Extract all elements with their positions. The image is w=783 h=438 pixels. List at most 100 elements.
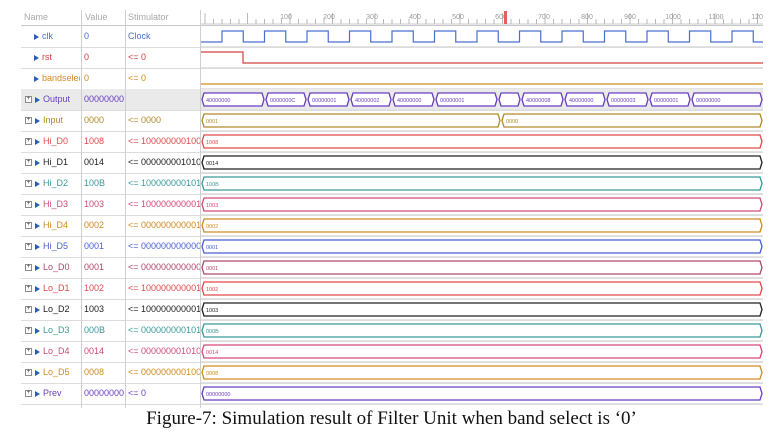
signal-name[interactable]: clk <box>34 26 80 47</box>
signal-row[interactable]: + Hi_D0 1008 <= 1000000001000 <box>21 131 763 153</box>
column-divider[interactable] <box>200 10 201 408</box>
bus-segment <box>201 92 265 107</box>
bus-value-label: 0000000C <box>270 98 295 104</box>
column-divider[interactable] <box>81 10 82 408</box>
column-stimulator-header[interactable]: Stimulator <box>128 12 169 22</box>
signal-name[interactable]: Hi_D0 <box>35 131 81 152</box>
signal-stimulator[interactable]: <= 0000000001011 <box>128 325 200 335</box>
expand-toggle-icon[interactable]: + <box>25 285 32 292</box>
bus-value-label: 00000003 <box>611 98 635 104</box>
signal-row[interactable]: + Lo_D1 1002 <= 1000000000010 <box>21 278 763 300</box>
signal-stimulator[interactable]: <= 0000000010100 <box>128 157 200 167</box>
signal-name-label: Hi_D2 <box>43 178 69 188</box>
column-divider[interactable] <box>125 10 126 408</box>
expand-toggle-icon[interactable]: + <box>25 159 32 166</box>
signal-row[interactable]: + Prev 00000000 <= 0 <box>21 383 763 405</box>
signal-row[interactable]: + Lo_D0 0001 <= 0000000000001 <box>21 257 763 279</box>
bus-value-label: 0000 <box>506 119 518 125</box>
signal-name[interactable]: Lo_D1 <box>35 278 81 299</box>
bus-segment <box>201 176 763 191</box>
signal-stimulator[interactable]: <= 1000000000011 <box>128 304 200 314</box>
signal-row[interactable]: + Lo_D2 1003 <= 1000000000011 <box>21 299 763 321</box>
signal-name[interactable]: Hi_D1 <box>35 152 81 173</box>
signal-name[interactable]: Hi_D5 <box>35 236 81 257</box>
signal-icon <box>35 117 40 124</box>
signal-name[interactable]: Hi_D3 <box>35 194 81 215</box>
signal-name-label: Input <box>43 115 64 125</box>
signal-row[interactable]: rst 0 <= 0 <box>21 47 763 69</box>
signal-name[interactable]: Lo_D4 <box>35 341 81 362</box>
signal-icon <box>35 138 40 145</box>
ruler-tick-label: 300 <box>366 14 378 21</box>
signal-stimulator[interactable]: <= 0000000000001 <box>128 262 200 272</box>
signal-stimulator[interactable]: Clock <box>128 31 151 41</box>
signal-row[interactable]: + Lo_D5 0008 <= 0000000001000 <box>21 362 763 384</box>
signal-row[interactable]: + Hi_D1 0014 <= 0000000010100 <box>21 152 763 174</box>
waveform-panel[interactable]: 40000000 0000000C 00000001 40000002 40000000… <box>201 26 763 408</box>
expand-toggle-icon[interactable]: + <box>25 117 32 124</box>
signal-name[interactable]: Prev <box>35 383 81 404</box>
signal-stimulator[interactable]: <= 1000000001000 <box>128 136 200 146</box>
signal-row[interactable]: + Hi_D2 100B <= 1000000001011 <box>21 173 763 195</box>
signal-icon <box>35 243 40 250</box>
time-cursor-marker <box>504 11 507 24</box>
bus-segment <box>392 92 435 107</box>
signal-stimulator[interactable]: <= 1000000000011 <box>128 199 200 209</box>
ruler-tick-label: 700 <box>538 14 550 21</box>
expand-toggle-icon[interactable]: + <box>25 369 32 376</box>
signal-stimulator[interactable]: <= 0 <box>128 52 147 62</box>
expand-toggle-icon[interactable]: + <box>25 243 32 250</box>
bus-segment <box>201 281 763 296</box>
expand-toggle-icon[interactable]: + <box>25 390 32 397</box>
expand-toggle-icon[interactable]: + <box>25 306 32 313</box>
expand-toggle-icon[interactable]: + <box>25 222 32 229</box>
expand-toggle-icon[interactable]: + <box>25 348 32 355</box>
signal-name[interactable]: Hi_D4 <box>35 215 81 236</box>
signal-name[interactable]: Lo_D3 <box>35 320 81 341</box>
signal-stimulator[interactable]: <= 1000000001011 <box>128 178 200 188</box>
signal-value: 0014 <box>84 157 105 167</box>
signal-name[interactable]: Hi_D2 <box>35 173 81 194</box>
bus-segment <box>691 92 763 107</box>
column-name-header[interactable]: Name <box>24 12 49 22</box>
signal-row[interactable]: + Lo_D3 000B <= 0000000001011 <box>21 320 763 342</box>
signal-row[interactable]: clk 0 Clock <box>21 26 763 48</box>
signal-name[interactable]: Output <box>35 89 81 110</box>
signal-row[interactable]: + Hi_D3 1003 <= 1000000000011 <box>21 194 763 216</box>
signal-stimulator[interactable]: <= 0 <box>128 73 147 83</box>
signal-name-label: Lo_D4 <box>43 346 70 356</box>
expand-toggle-icon[interactable]: + <box>25 180 32 187</box>
signal-stimulator[interactable] <box>128 89 200 110</box>
signal-stimulator[interactable]: <= 0000000000010 <box>128 220 200 230</box>
ruler-tick-label: 600 <box>495 14 507 21</box>
signal-name[interactable]: Lo_D2 <box>35 299 81 320</box>
column-value-header[interactable]: Value <box>85 12 108 22</box>
expand-toggle-icon[interactable]: + <box>25 138 32 145</box>
signal-name[interactable]: Input <box>35 110 81 131</box>
signal-name[interactable]: rst <box>34 47 80 68</box>
signal-stimulator[interactable]: <= 0000000000001 <box>128 241 200 251</box>
signal-name[interactable]: Lo_D5 <box>35 362 81 383</box>
signal-name[interactable]: Lo_D0 <box>35 257 81 278</box>
signal-stimulator[interactable]: <= 0000000001000 <box>128 367 200 377</box>
expand-toggle-icon[interactable]: + <box>25 96 32 103</box>
signal-row[interactable]: + Hi_D5 0001 <= 0000000000001 <box>21 236 763 258</box>
ruler-tick-label: 1200 <box>751 14 763 21</box>
waveform-viewer: Name Value Stimulator 100 200 300 400 500 600… <box>21 10 763 408</box>
signal-stimulator[interactable]: <= 1000000000010 <box>128 283 200 293</box>
signal-stimulator[interactable]: <= 0000000010100 <box>128 346 200 356</box>
expand-toggle-icon[interactable]: + <box>25 201 32 208</box>
signal-name-label: Hi_D1 <box>43 157 69 167</box>
signal-row[interactable]: + Input 0000 <= 0000 <box>21 110 763 132</box>
expand-toggle-icon[interactable]: + <box>25 264 32 271</box>
signal-row[interactable]: + Lo_D4 0014 <= 0000000010100 <box>21 341 763 363</box>
time-ruler[interactable]: 1002003004005006007008009001000110012001… <box>201 10 763 25</box>
ruler-tick-label: 500 <box>452 14 464 21</box>
bus-segment <box>435 92 498 107</box>
expand-toggle-icon[interactable]: + <box>25 327 32 334</box>
signal-row[interactable]: + Hi_D4 0002 <= 0000000000010 <box>21 215 763 237</box>
signal-stimulator[interactable]: <= 0000 <box>128 115 162 125</box>
bus-value-label: 0001 <box>206 266 218 272</box>
signal-stimulator[interactable]: <= 0 <box>128 388 147 398</box>
